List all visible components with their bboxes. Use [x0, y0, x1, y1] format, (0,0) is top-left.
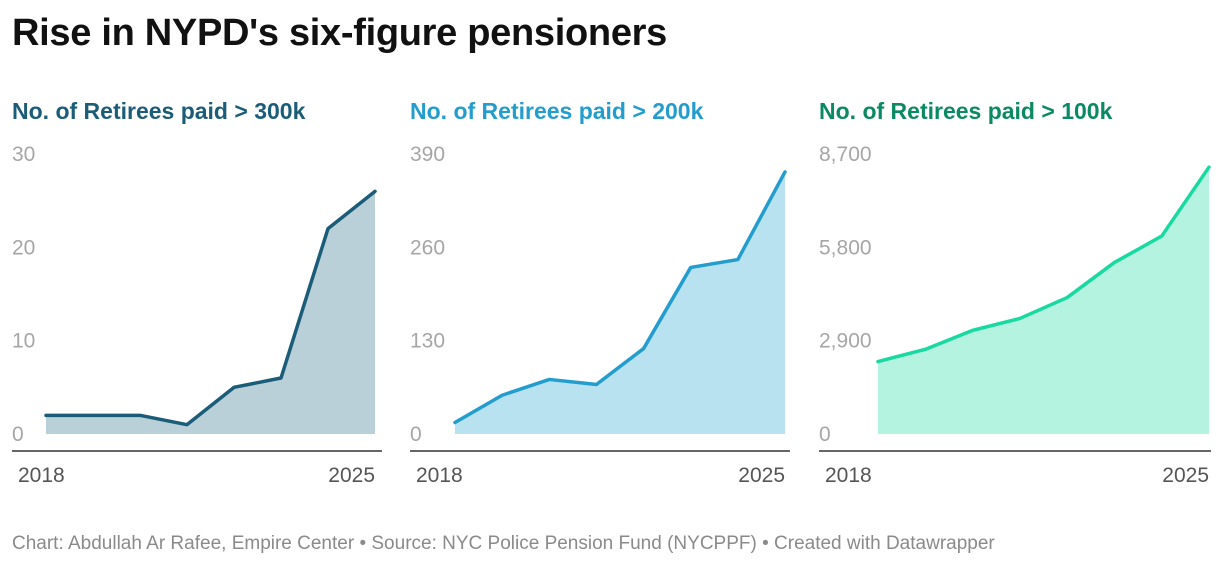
panel-100k: No. of Retirees paid > 100k 8,700 5,800 2,… [819, 98, 1211, 498]
y-tick-label: 30 [12, 143, 35, 166]
x-tick-label-end: 2025 [738, 464, 785, 487]
chart-svg-100k: 8,700 5,800 2,900 0 2018 2025 [819, 143, 1211, 487]
x-tick-label-start: 2018 [825, 464, 872, 487]
panel-title: No. of Retirees paid > 300k [12, 98, 306, 124]
y-tick-label: 20 [12, 236, 35, 259]
area-fill [455, 171, 785, 434]
panel-title: No. of Retirees paid > 200k [410, 98, 704, 124]
x-tick-label-end: 2025 [328, 464, 375, 487]
x-tick-label-start: 2018 [18, 464, 65, 487]
area-fill [878, 167, 1209, 434]
chart-svg-300k: 30 20 10 0 2018 2025 [12, 143, 382, 487]
y-tick-label: 390 [410, 143, 445, 166]
series-line [453, 170, 787, 425]
series-line [44, 189, 377, 427]
panel-title: No. of Retirees paid > 100k [819, 98, 1113, 124]
y-tick-label: 2,900 [819, 330, 872, 353]
panel-200k: No. of Retirees paid > 200k 390 260 130 0 20… [410, 98, 800, 498]
y-tick-label: 130 [410, 330, 445, 353]
y-tick-label: 0 [410, 423, 422, 446]
area-fill [46, 191, 375, 434]
chart-title: Rise in NYPD's six-figure pensioners [12, 12, 667, 54]
y-tick-label: 10 [12, 330, 35, 353]
panel-300k: No. of Retirees paid > 300k 30 20 10 0 2018 2… [12, 98, 402, 498]
footer-credits: Chart: Abdullah Ar Rafee, Empire Center … [12, 533, 995, 554]
y-tick-label: 0 [819, 423, 831, 446]
chart-svg-200k: 390 260 130 0 2018 2025 [410, 143, 790, 487]
series-line [876, 165, 1211, 364]
x-tick-label-start: 2018 [416, 464, 463, 487]
y-tick-label: 260 [410, 236, 445, 259]
y-tick-label: 8,700 [819, 143, 872, 166]
y-tick-label: 0 [12, 423, 24, 446]
y-tick-label: 5,800 [819, 236, 872, 259]
x-tick-label-end: 2025 [1162, 464, 1209, 487]
